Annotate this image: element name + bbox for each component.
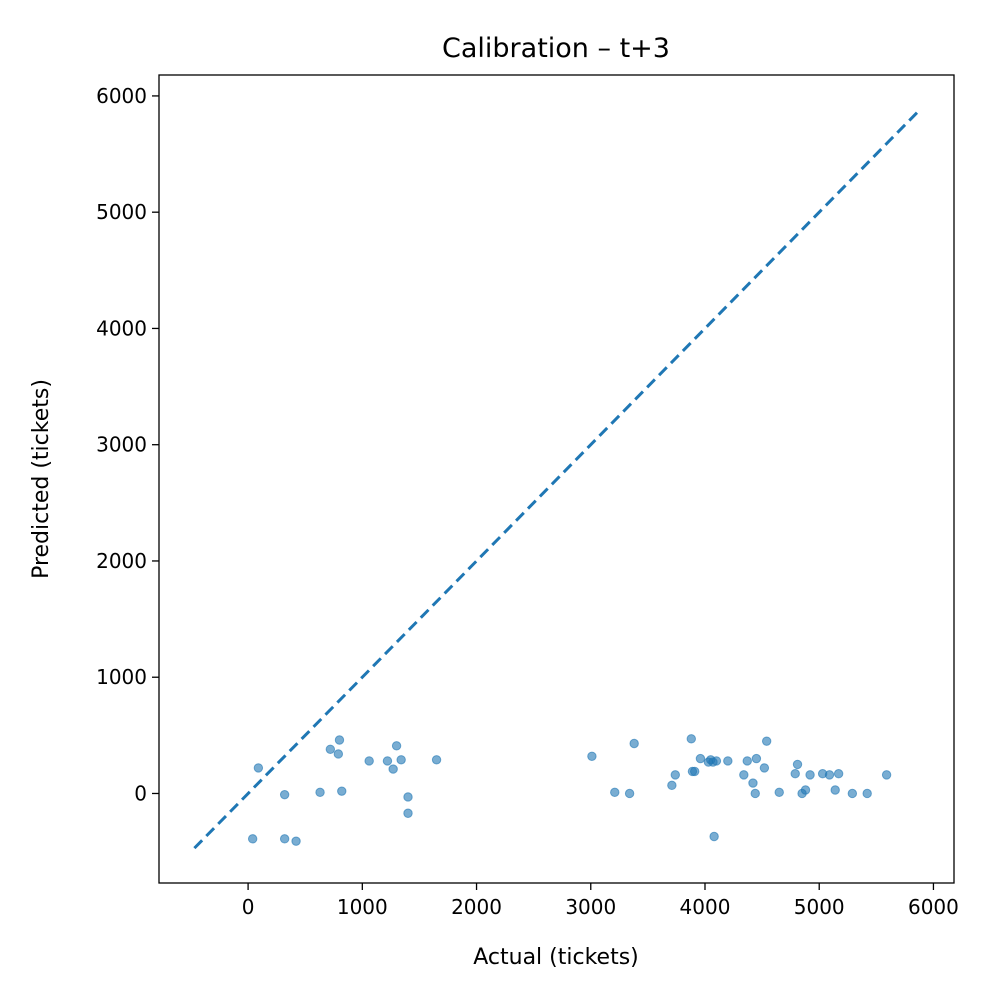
scatter-point	[253, 763, 264, 773]
scatter-point	[774, 787, 784, 798]
scatter-point	[337, 786, 347, 796]
scatter-point	[800, 785, 811, 795]
scatter-point	[862, 788, 872, 799]
scatter-point	[739, 770, 749, 780]
y-tick-label: 5000	[96, 200, 147, 224]
scatter-point	[629, 738, 639, 749]
y-tick-label: 3000	[96, 433, 147, 457]
scatter-point	[761, 736, 772, 746]
y-tick-label: 1000	[96, 665, 147, 689]
x-tick-label: 4000	[680, 895, 731, 919]
scatter-point	[686, 734, 696, 744]
scatter-point	[325, 744, 336, 755]
scatter-point	[790, 769, 800, 779]
scatter-point	[750, 788, 760, 799]
scatter-point	[748, 778, 758, 788]
chart-title: Calibration – t+3	[442, 33, 670, 64]
scatter-point	[711, 756, 722, 766]
x-tick-label: 0	[242, 895, 255, 919]
scatter-point	[695, 753, 706, 764]
plot-area	[193, 109, 920, 850]
scatter-point	[291, 836, 301, 846]
x-tick-label: 3000	[565, 895, 616, 919]
scatter-point	[792, 759, 803, 770]
scatter-point	[315, 787, 325, 798]
scatter-point	[333, 749, 344, 759]
scatter-point	[382, 756, 393, 766]
scatter-point	[847, 788, 858, 799]
scatter-point	[247, 834, 258, 844]
scatter-point	[690, 766, 700, 777]
identity-reference-line	[193, 109, 920, 850]
scatter-point	[830, 785, 840, 795]
x-axis: 0 1000 2000 3000 4000 5000 6000	[242, 883, 959, 919]
x-tick-label: 5000	[794, 895, 845, 919]
y-axis-label: Predicted (tickets)	[29, 379, 54, 579]
scatter-point	[610, 787, 620, 798]
scatter-point	[364, 756, 374, 766]
scatter-point	[824, 770, 835, 780]
x-tick-label: 1000	[337, 895, 388, 919]
scatter-point	[334, 735, 345, 745]
scatter-point	[403, 792, 413, 802]
scatter-point	[279, 834, 290, 844]
y-tick-label: 6000	[96, 84, 147, 108]
scatter-point	[751, 753, 762, 764]
x-tick-label: 6000	[908, 895, 959, 919]
scatter-point	[279, 789, 290, 800]
scatter-point	[388, 764, 398, 774]
y-tick-label: 0	[134, 781, 147, 805]
axes-frame	[158, 74, 955, 884]
scatter-point	[391, 741, 402, 751]
y-tick-label: 2000	[96, 549, 147, 573]
scatter-point	[587, 751, 597, 761]
scatter-point	[833, 769, 844, 779]
x-tick-label: 2000	[451, 895, 502, 919]
scatter-point	[723, 756, 733, 766]
scatter-point	[670, 770, 680, 780]
x-axis-label: Actual (tickets)	[473, 945, 639, 970]
scatter-point	[403, 808, 413, 818]
y-tick-label: 4000	[96, 316, 147, 340]
y-axis: 0 1000 2000 3000 4000 5000 6000	[96, 84, 159, 805]
scatter-point	[667, 780, 677, 791]
scatter-point	[759, 763, 770, 773]
scatter-point	[805, 770, 815, 780]
scatter-point	[396, 755, 406, 765]
scatter-point	[431, 755, 442, 765]
scatter-point	[742, 756, 752, 766]
scatter-point	[709, 831, 719, 842]
scatter-point	[881, 770, 892, 780]
scatter-point	[624, 788, 635, 799]
